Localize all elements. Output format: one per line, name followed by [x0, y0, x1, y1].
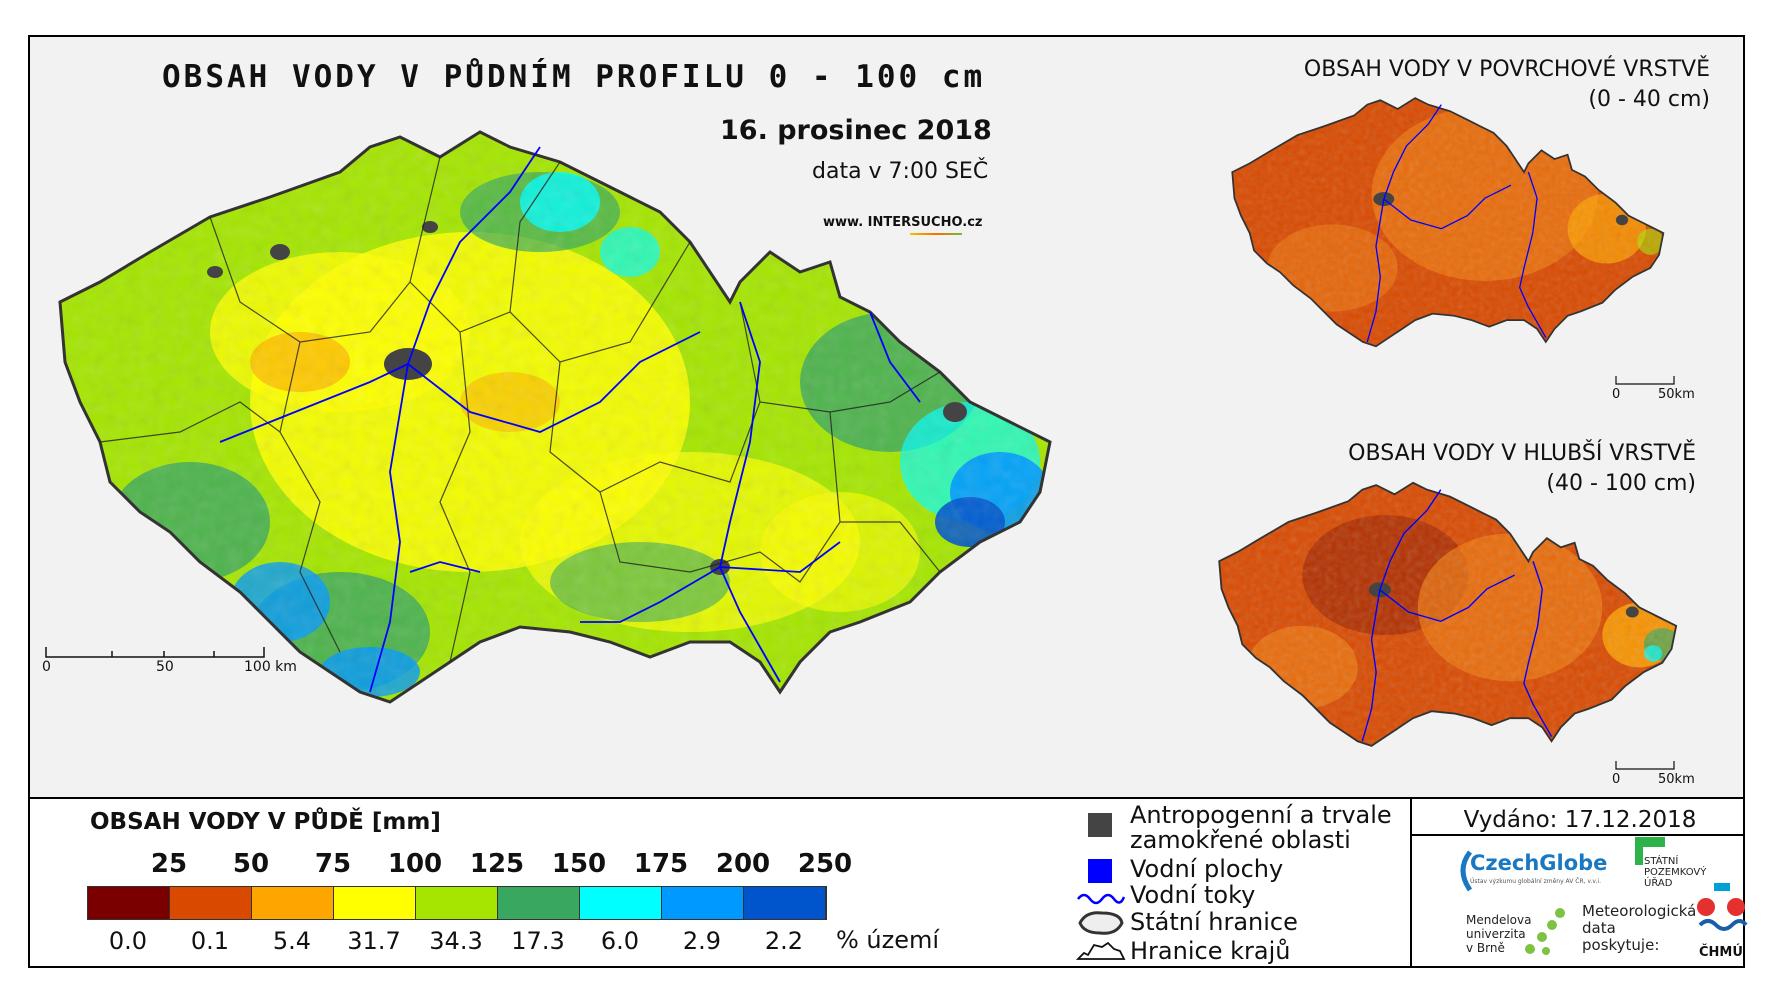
main-scale-label-100: 100 km	[244, 659, 297, 675]
legend-swatch	[662, 887, 744, 919]
legend-swatch	[744, 887, 826, 919]
czechglobe-logo	[1460, 850, 1473, 892]
legend-percentage: 0.0	[108, 927, 148, 955]
main-scale-label-50: 50	[156, 659, 174, 675]
legend-threshold-label: 75	[314, 849, 352, 879]
legend-percentage: 5.4	[272, 927, 312, 955]
czechglobe-subtitle: Ústav výzkumu globální změny AV ČR, v.v.…	[1470, 878, 1601, 885]
mendel-logo-text: Mendelova univerzita v Brně	[1466, 913, 1532, 955]
czechglobe-name: CzechGlobe	[1470, 851, 1608, 875]
key-region-border-label: Hranice krajů	[1130, 937, 1291, 965]
map-frame: OBSAH VODY V PŮDNÍM PROFILU 0 - 100 cm 1…	[28, 35, 1748, 968]
legend-swatch	[498, 887, 580, 919]
inset-bottom-scale-50: 50km	[1658, 772, 1695, 787]
spu-logo-text: STÁTNÍ POZEMKOVÝ ÚŘAD	[1644, 856, 1707, 889]
main-scale-bar	[45, 647, 265, 658]
spu-logo-icon	[1635, 837, 1665, 865]
key-anthropogenic-swatch	[1088, 813, 1112, 837]
legend-threshold-label: 50	[232, 849, 270, 879]
key-region-border-icon	[1076, 941, 1126, 960]
key-water-label: Vodní plochy	[1130, 855, 1284, 883]
chmu-logo-text: ČHMÚ	[1699, 945, 1743, 960]
key-anthropogenic-label: Antropogenní a trvale zamokřené oblasti	[1130, 801, 1392, 854]
key-water-swatch	[1088, 859, 1112, 883]
map-panel: OBSAH VODY V PŮDNÍM PROFILU 0 - 100 cm 1…	[30, 37, 1743, 799]
legend-threshold-label: 100	[387, 849, 443, 879]
main-state-border	[58, 130, 1052, 704]
legend-threshold-label: 200	[715, 849, 771, 879]
legend-swatch	[580, 887, 662, 919]
website-url[interactable]: www. INTERSUCHO.cz	[823, 215, 983, 230]
main-soil-water-map	[58, 130, 1052, 704]
map-time: data v 7:00 SEČ	[812, 159, 989, 184]
legend-swatch	[416, 887, 498, 919]
met-data-text: Meteorologická data poskytuje:	[1582, 902, 1697, 954]
key-state-border-label: Státní hranice	[1130, 908, 1298, 936]
legend-threshold-label: 175	[633, 849, 689, 879]
legend-percentage: 17.3	[511, 927, 565, 955]
main-scale-label-0: 0	[42, 659, 51, 675]
inset-top-scale-50: 50km	[1658, 387, 1695, 402]
legend-swatch	[170, 887, 252, 919]
inset-top-title: OBSAH VODY V POVRCHOVÉ VRSTVĚ (0 - 40 cm…	[1303, 57, 1710, 112]
legend-threshold-label: 250	[797, 849, 853, 879]
legend-swatch	[334, 887, 416, 919]
key-river-label: Vodní toky	[1130, 881, 1256, 909]
legend-title: OBSAH VODY V PŮDĚ [mm]	[90, 809, 441, 835]
inset-bottom-map	[1218, 481, 1678, 747]
issued-date: Vydáno: 17.12.2018	[1463, 807, 1697, 833]
key-river-icon	[1077, 893, 1126, 905]
legend-percentage: 2.9	[682, 927, 722, 955]
legend-threshold-label: 25	[150, 849, 188, 879]
inset-top-scale-bar	[1615, 376, 1675, 385]
map-date: 16. prosinec 2018	[720, 115, 992, 146]
inset-bottom-scale-0: 0	[1612, 772, 1621, 787]
legend-swatch	[88, 887, 170, 919]
url-underline	[910, 233, 962, 235]
legend-percentage: 2.2	[764, 927, 804, 955]
legend-color-bar	[87, 886, 827, 920]
main-map-title: OBSAH VODY V PŮDNÍM PROFILU 0 - 100 cm	[162, 59, 986, 95]
legend-swatch	[252, 887, 334, 919]
legend-threshold-label: 125	[469, 849, 525, 879]
mendel-logo-dots	[1525, 908, 1565, 955]
legend-percentage: 31.7	[347, 927, 401, 955]
inset-bottom-title: OBSAH VODY V HLUBŠÍ VRSTVĚ (40 - 100 cm)	[1348, 441, 1696, 496]
inset-top-map	[1231, 97, 1665, 348]
legend-percentage: 0.1	[190, 927, 230, 955]
legend-panel: OBSAH VODY V PŮDĚ [mm] 25 50 75 100 125 150 17…	[30, 799, 1748, 966]
credits-divider	[1412, 834, 1743, 836]
legend-percentage: 6.0	[600, 927, 640, 955]
inset-bottom-scale-bar	[1615, 761, 1675, 770]
inset-top-scale-0: 0	[1612, 387, 1621, 402]
legend-percentage: 34.3	[429, 927, 483, 955]
key-state-border-icon	[1078, 911, 1124, 935]
legend-unit: % území	[836, 926, 940, 954]
legend-divider	[1410, 799, 1412, 966]
chmu-logo-icon	[1697, 883, 1748, 931]
legend-threshold-label: 150	[551, 849, 607, 879]
